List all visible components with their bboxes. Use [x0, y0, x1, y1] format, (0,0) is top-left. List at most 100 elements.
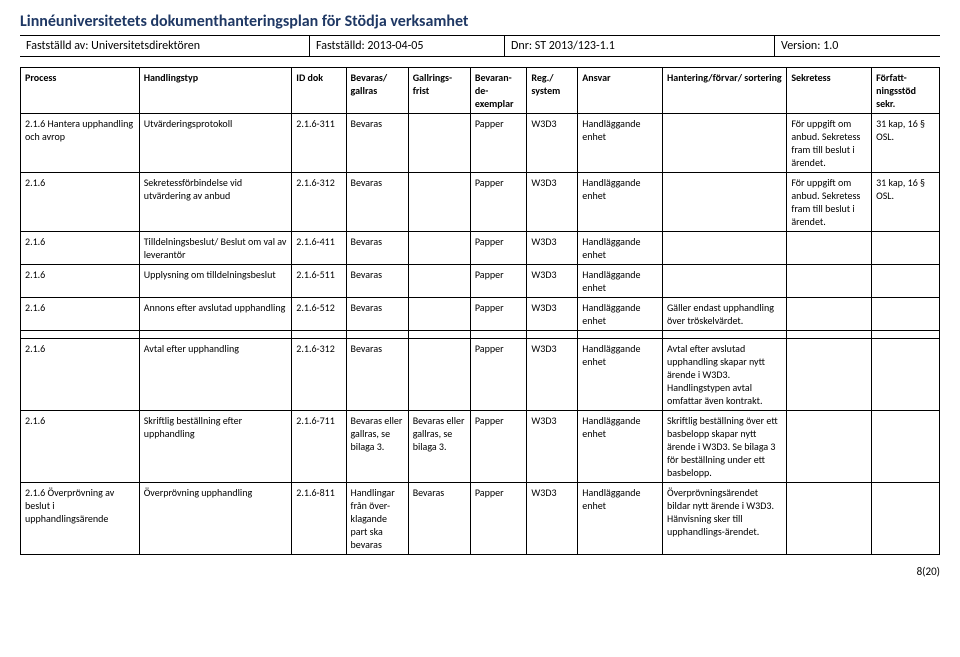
cell-bevarande: Papper	[470, 411, 527, 483]
cell-handlingstyp: Tilldelningsbeslut/ Beslut om val av lev…	[139, 232, 292, 265]
cell-reg: W3D3	[527, 298, 578, 331]
cell-gallring	[408, 173, 470, 232]
cell-bevaras: Handlingar från över-klagande part ska b…	[346, 483, 408, 555]
cell-forfattning: 31 kap, 16 § OSL.	[872, 173, 940, 232]
cell-gallring	[408, 339, 470, 411]
cell-bevaras: Bevaras	[346, 339, 408, 411]
cell-forfattning	[872, 265, 940, 298]
table-row: 2.1.6Sekretessförbindelse vid utvärderin…	[21, 173, 940, 232]
cell-forfattning	[872, 298, 940, 331]
cell-id_dok: 2.1.6-311	[292, 114, 346, 173]
cell-id_dok: 2.1.6-411	[292, 232, 346, 265]
cell-bevaras: Bevaras	[346, 114, 408, 173]
cell-id_dok: 2.1.6-312	[292, 173, 346, 232]
cell-sekretess	[787, 232, 872, 265]
cell-sekretess	[787, 483, 872, 555]
cell-id_dok: 2.1.6-811	[292, 483, 346, 555]
cell-reg: W3D3	[527, 483, 578, 555]
cell-handlingstyp: Sekretessförbindelse vid utvärdering av …	[139, 173, 292, 232]
col-forfattning: Författ-ningsstöd sekr.	[872, 68, 940, 114]
col-sekretess: Sekretess	[787, 68, 872, 114]
cell-hantering: Avtal efter avslutad upphandling skapar …	[662, 339, 786, 411]
doc-header: Fastställd av: Universitetsdirektören Fa…	[20, 35, 940, 57]
cell-reg: W3D3	[527, 173, 578, 232]
faststalld-av: Fastställd av: Universitetsdirektören	[20, 36, 310, 56]
cell-hantering	[662, 114, 786, 173]
cell-gallring	[408, 265, 470, 298]
cell-forfattning	[872, 411, 940, 483]
version: Version: 1.0	[775, 36, 940, 56]
cell-forfattning	[872, 339, 940, 411]
cell-id_dok: 2.1.6-511	[292, 265, 346, 298]
col-process: Process	[21, 68, 140, 114]
cell-reg: W3D3	[527, 114, 578, 173]
cell-id_dok: 2.1.6-512	[292, 298, 346, 331]
cell-sekretess: För uppgift om anbud. Sekretess fram til…	[787, 114, 872, 173]
col-reg: Reg./ system	[527, 68, 578, 114]
dnr: Dnr: ST 2013/123-1.1	[505, 36, 775, 56]
cell-ansvar: Handläggande enhet	[578, 265, 663, 298]
cell-process: 2.1.6 Överprövning av beslut i upphandli…	[21, 483, 140, 555]
col-handlingstyp: Handlingstyp	[139, 68, 292, 114]
cell-bevaras: Bevaras eller gallras, se bilaga 3.	[346, 411, 408, 483]
cell-gallring	[408, 114, 470, 173]
cell-bevaras: Bevaras	[346, 298, 408, 331]
cell-bevarande: Papper	[470, 483, 527, 555]
cell-ansvar: Handläggande enhet	[578, 232, 663, 265]
col-ansvar: Ansvar	[578, 68, 663, 114]
table-row: 2.1.6 Hantera upphandling och avropUtvär…	[21, 114, 940, 173]
cell-process: 2.1.6	[21, 298, 140, 331]
cell-handlingstyp: Avtal efter upphandling	[139, 339, 292, 411]
cell-gallring: Bevaras eller gallras, se bilaga 3.	[408, 411, 470, 483]
cell-hantering: Gäller endast upphandling över tröskelvä…	[662, 298, 786, 331]
cell-sekretess	[787, 265, 872, 298]
table-row: 2.1.6Skriftlig beställning efter upphand…	[21, 411, 940, 483]
cell-process: 2.1.6	[21, 232, 140, 265]
cell-reg: W3D3	[527, 265, 578, 298]
cell-gallring: Bevaras	[408, 483, 470, 555]
cell-handlingstyp: Skriftlig beställning efter upphandling	[139, 411, 292, 483]
cell-bevaras: Bevaras	[346, 173, 408, 232]
cell-hantering: Överprövningsärendet bildar nytt ärende …	[662, 483, 786, 555]
cell-hantering: Skriftlig beställning över ett basbelopp…	[662, 411, 786, 483]
cell-ansvar: Handläggande enhet	[578, 173, 663, 232]
cell-hantering	[662, 173, 786, 232]
cell-forfattning	[872, 483, 940, 555]
cell-handlingstyp: Utvärderingsprotokoll	[139, 114, 292, 173]
cell-id_dok: 2.1.6-312	[292, 339, 346, 411]
cell-ansvar: Handläggande enhet	[578, 298, 663, 331]
col-gallringsfrist: Gallrings-frist	[408, 68, 470, 114]
cell-gallring	[408, 232, 470, 265]
cell-id_dok: 2.1.6-711	[292, 411, 346, 483]
cell-process: 2.1.6	[21, 411, 140, 483]
spacer-row	[21, 331, 940, 339]
cell-gallring	[408, 298, 470, 331]
faststalld: Fastställd: 2013-04-05	[310, 36, 505, 56]
cell-sekretess	[787, 298, 872, 331]
table-header-row: Process Handlingstyp ID dok Bevaras/ gal…	[21, 68, 940, 114]
cell-reg: W3D3	[527, 339, 578, 411]
cell-reg: W3D3	[527, 411, 578, 483]
cell-handlingstyp: Överprövning upphandling	[139, 483, 292, 555]
table-row: 2.1.6Upplysning om tilldelningsbeslut2.1…	[21, 265, 940, 298]
main-table: Process Handlingstyp ID dok Bevaras/ gal…	[20, 67, 940, 555]
cell-bevarande: Papper	[470, 265, 527, 298]
cell-bevarande: Papper	[470, 114, 527, 173]
table-row: 2.1.6Avtal efter upphandling2.1.6-312Bev…	[21, 339, 940, 411]
cell-bevarande: Papper	[470, 298, 527, 331]
page-number: 8(20)	[20, 565, 940, 578]
cell-ansvar: Handläggande enhet	[578, 339, 663, 411]
cell-handlingstyp: Upplysning om tilldelningsbeslut	[139, 265, 292, 298]
col-hantering: Hantering/förvar/ sortering	[662, 68, 786, 114]
cell-sekretess	[787, 339, 872, 411]
cell-sekretess: För uppgift om anbud. Sekretess fram til…	[787, 173, 872, 232]
cell-sekretess	[787, 411, 872, 483]
doc-title: Linnéuniversitetets dokumenthanteringspl…	[20, 12, 940, 31]
cell-forfattning: 31 kap, 16 § OSL.	[872, 114, 940, 173]
cell-hantering	[662, 232, 786, 265]
col-id-dok: ID dok	[292, 68, 346, 114]
cell-bevarande: Papper	[470, 173, 527, 232]
table-row: 2.1.6Tilldelningsbeslut/ Beslut om val a…	[21, 232, 940, 265]
cell-bevaras: Bevaras	[346, 265, 408, 298]
cell-ansvar: Handläggande enhet	[578, 411, 663, 483]
